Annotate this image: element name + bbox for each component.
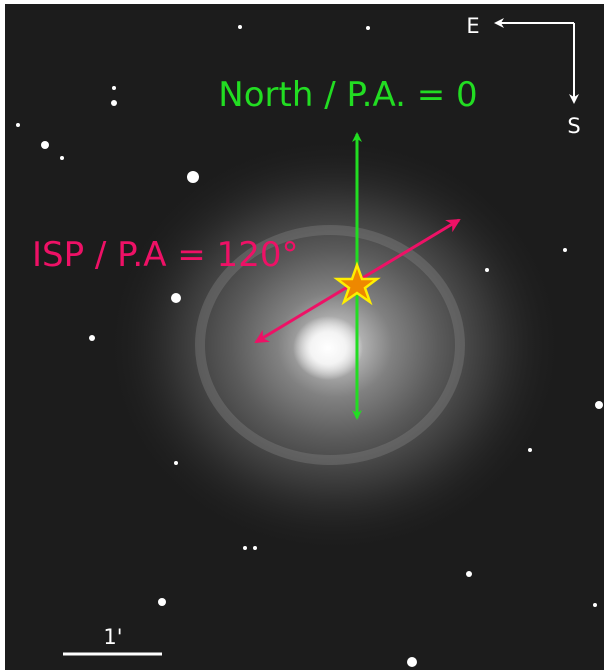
target-star <box>333 261 381 306</box>
scale-label: 1' <box>103 625 122 649</box>
east-label: E <box>466 14 479 38</box>
stars <box>16 25 603 667</box>
north-label: North / P.A. = 0 <box>218 75 477 115</box>
galaxy-core <box>293 316 363 380</box>
isp-label: ISP / P.A = 120° <box>32 235 298 275</box>
south-label: S <box>567 114 580 138</box>
